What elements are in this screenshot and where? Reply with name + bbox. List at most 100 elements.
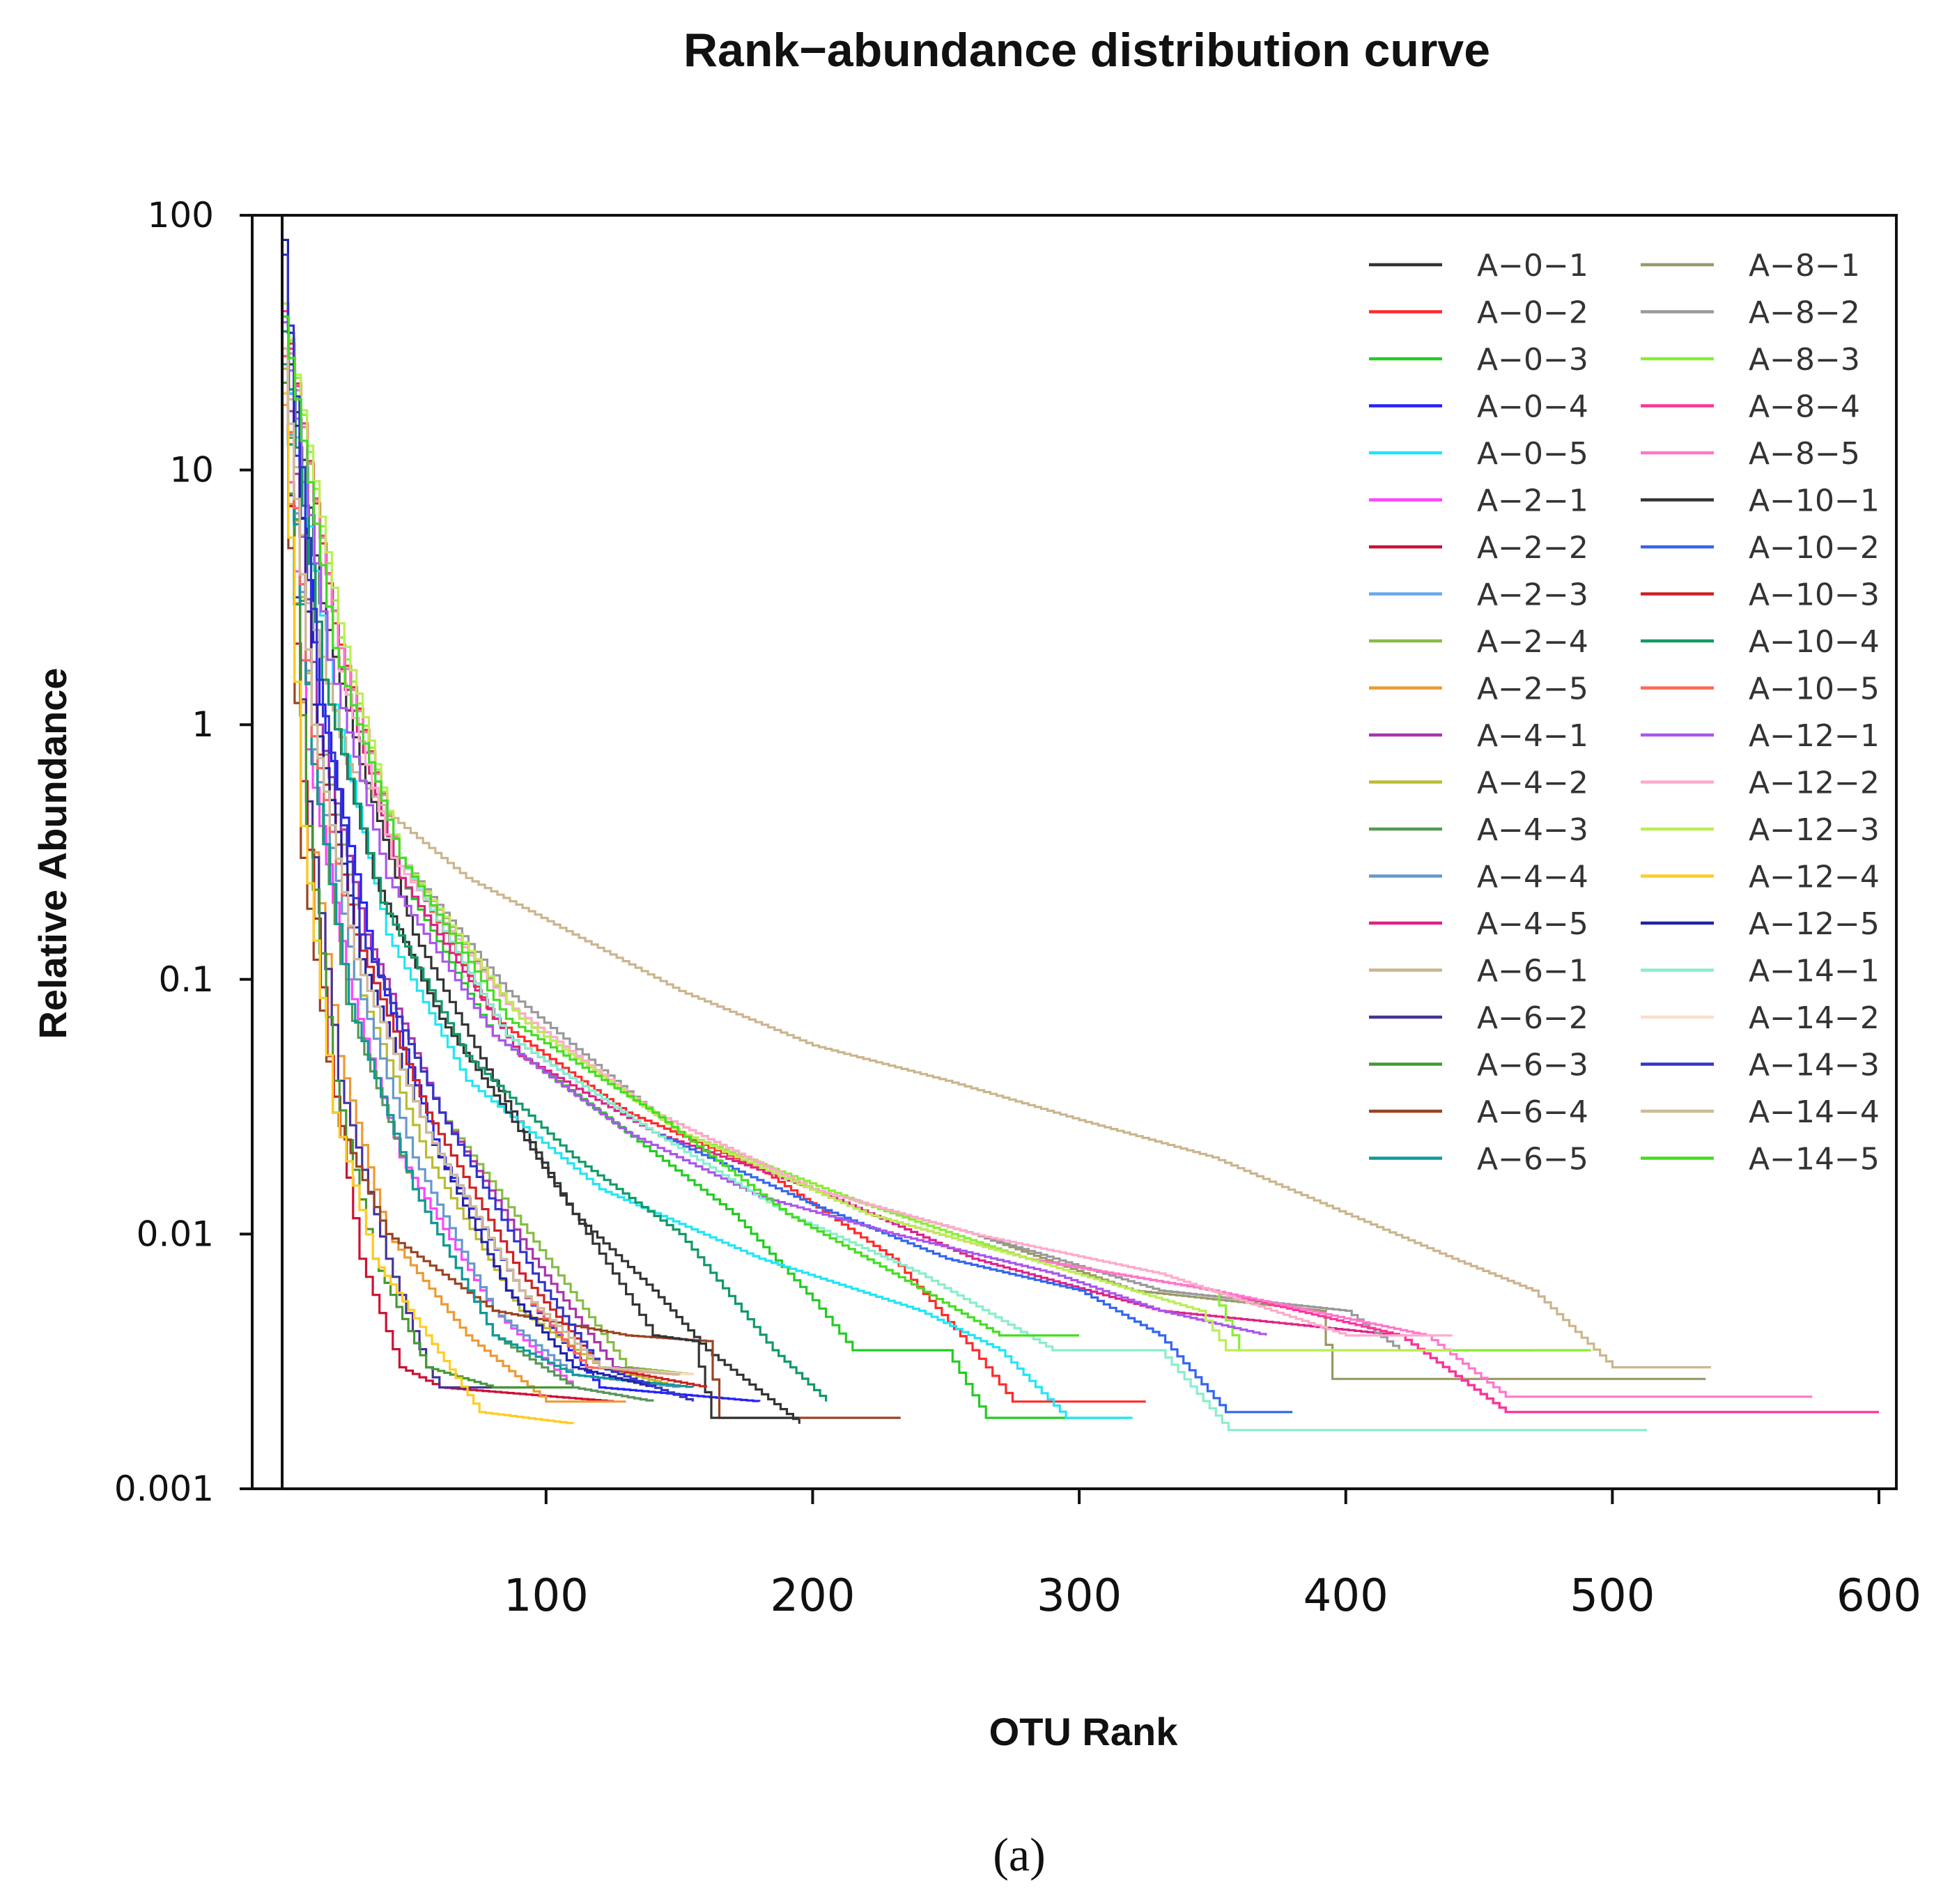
legend-entry: A−12−4	[1641, 860, 1880, 895]
y-tick-label: 0.001	[114, 1469, 214, 1509]
legend-entry: A−8−4	[1641, 389, 1860, 425]
legend-label: A−6−1	[1477, 954, 1588, 989]
legend-entry: A−8−2	[1641, 295, 1860, 331]
legend-label: A−10−4	[1749, 624, 1880, 660]
legend-label: A−0−5	[1477, 436, 1588, 472]
legend-entry: A−2−5	[1369, 672, 1588, 707]
legend-label: A−8−5	[1749, 436, 1860, 472]
series-line	[282, 302, 1453, 1352]
series-line	[282, 347, 694, 1376]
legend-entry: A−4−5	[1369, 906, 1588, 942]
series-line	[282, 347, 707, 1388]
series-line	[282, 381, 573, 1389]
legend-label: A−8−2	[1749, 295, 1860, 331]
series-line	[282, 315, 1813, 1398]
legend-label: A−4−1	[1477, 718, 1588, 754]
series-line	[282, 302, 1591, 1352]
legend-label: A−14−5	[1749, 1142, 1880, 1177]
legend-entry: A−14−4	[1641, 1094, 1880, 1130]
plot-frame	[251, 214, 1898, 1490]
legend-label: A−12−2	[1749, 766, 1880, 801]
legend-label: A−14−1	[1749, 954, 1880, 989]
series-line	[282, 310, 1879, 1414]
legend-label: A−8−4	[1749, 389, 1860, 425]
legend-entry: A−4−1	[1369, 718, 1588, 754]
chart-title: Rank−abundance distribution curve	[683, 24, 1490, 77]
legend-label: A−4−2	[1477, 766, 1588, 801]
legend-label: A−0−1	[1477, 248, 1588, 284]
x-axis: 100 200 300 400 500 600	[504, 1489, 1921, 1622]
legend-entry: A−6−1	[1369, 954, 1588, 989]
legend-entry: A−6−3	[1369, 1048, 1588, 1083]
legend-label: A−6−4	[1477, 1094, 1588, 1130]
y-tick-label: 0.1	[158, 959, 214, 1000]
x-tick-label: 100	[504, 1570, 589, 1622]
legend-label: A−0−2	[1477, 295, 1588, 331]
legend-entry: A−12−1	[1641, 718, 1880, 754]
legend-label: A−0−3	[1477, 342, 1588, 378]
legend: A−0−1 A−0−2 A−0−3 A−0−4 A−0−5 A−2−1 A−2−2 A−2−3…	[1369, 248, 1880, 1177]
legend-entry: A−2−2	[1369, 530, 1588, 566]
legend-entry: A−0−3	[1369, 342, 1588, 378]
legend-entry: A−10−3	[1641, 578, 1880, 613]
legend-label: A−12−4	[1749, 860, 1880, 895]
legend-entry: A−6−5	[1369, 1142, 1588, 1177]
legend-entry: A−8−1	[1641, 248, 1860, 284]
plot-area	[251, 214, 1898, 1490]
y-tick-label: 100	[148, 195, 214, 235]
legend-label: A−10−1	[1749, 483, 1880, 519]
legend-entry: A−8−3	[1641, 342, 1860, 378]
x-tick-label: 500	[1570, 1570, 1655, 1622]
legend-entry: A−0−1	[1369, 248, 1588, 284]
legend-entry: A−4−4	[1369, 860, 1588, 895]
legend-label: A−4−5	[1477, 906, 1588, 942]
x-tick-label: 200	[770, 1570, 855, 1622]
legend-entry: A−6−4	[1369, 1094, 1588, 1130]
legend-entry: A−2−1	[1369, 483, 1588, 519]
y-axis-label: Relative Abundance	[31, 667, 75, 1039]
legend-entry: A−12−3	[1641, 812, 1880, 848]
legend-label: A−4−4	[1477, 860, 1588, 895]
legend-entry: A−2−3	[1369, 578, 1588, 613]
legend-entry: A−10−1	[1641, 483, 1880, 519]
series-line	[282, 254, 694, 1402]
legend-label: A−2−2	[1477, 530, 1588, 566]
series-line	[282, 321, 1267, 1336]
legend-label: A−10−2	[1749, 530, 1880, 566]
legend-label: A−14−4	[1749, 1094, 1880, 1130]
series-line	[282, 315, 1080, 1337]
legend-entry: A−10−4	[1641, 624, 1880, 660]
legend-label: A−10−3	[1749, 578, 1880, 613]
series-line	[282, 392, 901, 1419]
series-line	[282, 330, 1711, 1369]
legend-label: A−4−3	[1477, 812, 1588, 848]
legend-label: A−2−5	[1477, 672, 1588, 707]
legend-entry: A−14−1	[1641, 954, 1880, 989]
legend-entry: A−6−2	[1369, 1000, 1588, 1036]
legend-label: A−12−1	[1749, 718, 1880, 754]
legend-entry: A−4−2	[1369, 766, 1588, 801]
series-line	[282, 392, 574, 1425]
series-line	[282, 315, 1293, 1414]
figure-caption: (a)	[993, 1828, 1045, 1881]
legend-entry: A−12−2	[1641, 766, 1880, 801]
series-line	[282, 315, 1648, 1432]
series-line	[282, 330, 828, 1402]
x-tick-label: 600	[1836, 1570, 1921, 1622]
y-tick-label: 0.01	[137, 1214, 214, 1254]
x-axis-label: OTU Rank	[989, 1710, 1179, 1754]
legend-entry: A−8−5	[1641, 436, 1860, 472]
series-line	[282, 392, 654, 1402]
x-tick-label: 300	[1037, 1570, 1122, 1622]
legend-label: A−12−3	[1749, 812, 1880, 848]
legend-label: A−14−2	[1749, 1000, 1880, 1036]
series-line	[282, 403, 626, 1403]
legend-label: A−8−1	[1749, 248, 1860, 284]
y-axis: 100 10 1 0.1 0.01 0.001	[114, 195, 252, 1509]
y-tick-label: 10	[169, 450, 214, 490]
legend-label: A−14−3	[1749, 1048, 1880, 1083]
legend-label: A−10−5	[1749, 672, 1880, 707]
legend-entry: A−14−3	[1641, 1048, 1880, 1083]
legend-entry: A−12−5	[1641, 906, 1880, 942]
